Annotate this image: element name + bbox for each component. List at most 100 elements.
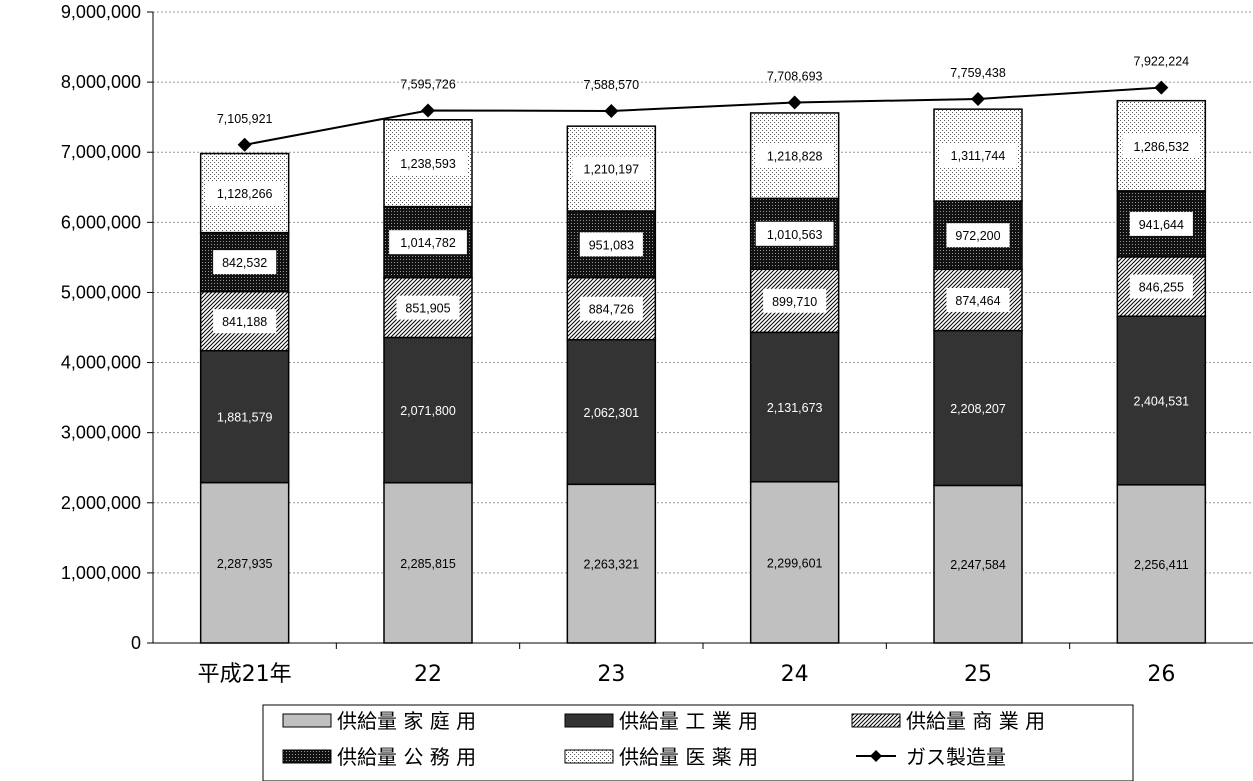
data-label: 2,285,815 xyxy=(400,557,456,571)
y-tick-label: 9,000,000 xyxy=(61,2,141,22)
data-label-bg xyxy=(389,230,467,255)
data-label-bg xyxy=(1122,133,1201,158)
legend-label: 供給量 家 庭 用 xyxy=(337,709,476,733)
bar-segment xyxy=(1116,315,1207,486)
data-label-bg xyxy=(755,221,834,246)
bar-segment xyxy=(749,481,840,644)
data-label: 1,014,782 xyxy=(400,236,456,250)
data-label-bg xyxy=(946,287,1010,312)
y-tick-label: 3,000,000 xyxy=(61,423,141,443)
data-label: 2,287,935 xyxy=(217,557,273,571)
data-label: 2,299,601 xyxy=(767,556,823,570)
data-label: 1,218,828 xyxy=(767,150,823,164)
legend-swatch xyxy=(564,713,614,728)
bar-segment xyxy=(566,338,657,486)
data-label: 1,010,563 xyxy=(767,228,823,242)
data-label-bg xyxy=(763,288,827,313)
data-label-bg xyxy=(579,232,643,257)
bar-segment xyxy=(1116,484,1207,644)
data-label: 851,905 xyxy=(405,302,450,316)
legend-marker xyxy=(870,750,882,762)
y-tick-label: 2,000,000 xyxy=(61,493,141,513)
data-label: 1,210,197 xyxy=(584,163,640,177)
production-point xyxy=(604,103,619,118)
bar-segment xyxy=(383,336,473,484)
legend-label: 供給量 医 薬 用 xyxy=(619,745,758,769)
data-label: 899,710 xyxy=(772,295,817,309)
data-label-bg xyxy=(755,143,834,168)
production-label: 7,595,726 xyxy=(400,77,456,91)
bar-segment xyxy=(383,481,473,644)
data-label: 2,404,531 xyxy=(1134,395,1190,409)
legend-label: ガス製造量 xyxy=(906,745,1006,769)
data-label-bg xyxy=(1129,274,1193,299)
data-label-bg xyxy=(389,151,467,176)
bar-segment xyxy=(749,331,840,483)
data-label: 884,726 xyxy=(589,303,634,317)
legend-label: 供給量 公 務 用 xyxy=(337,745,476,769)
production-point xyxy=(237,137,252,152)
data-label: 2,062,301 xyxy=(584,406,640,420)
data-label-bg xyxy=(946,223,1010,248)
data-label-bg xyxy=(1129,211,1193,236)
y-tick-label: 5,000,000 xyxy=(61,282,141,302)
x-category-label: 22 xyxy=(414,662,442,687)
legend-box xyxy=(262,704,1134,781)
data-label-bg xyxy=(939,143,1017,168)
data-label: 1,286,532 xyxy=(1134,140,1190,154)
data-label-bg xyxy=(572,156,651,181)
production-label: 7,922,224 xyxy=(1134,55,1190,69)
y-tick-label: 0 xyxy=(131,633,141,653)
bar-segment xyxy=(933,484,1023,644)
data-label: 2,263,321 xyxy=(584,558,640,572)
data-label: 846,255 xyxy=(1139,281,1184,295)
production-point xyxy=(971,91,985,106)
production-point xyxy=(1154,80,1169,95)
y-tick-label: 1,000,000 xyxy=(61,563,141,583)
y-tick-label: 8,000,000 xyxy=(61,72,141,92)
production-label: 7,105,921 xyxy=(217,112,273,126)
data-label: 2,208,207 xyxy=(950,402,1006,416)
x-category-label: 23 xyxy=(597,662,625,687)
y-tick-label: 6,000,000 xyxy=(61,212,141,232)
production-label: 7,588,570 xyxy=(584,78,640,92)
bar-segment xyxy=(199,349,290,484)
production-label: 7,759,438 xyxy=(950,66,1006,80)
legend-label: 供給量 商 業 用 xyxy=(906,709,1045,733)
legend-swatch xyxy=(851,713,901,728)
data-label-bg xyxy=(579,296,643,321)
data-label-bg xyxy=(396,295,460,320)
production-point xyxy=(421,103,435,118)
y-tick-label: 7,000,000 xyxy=(61,142,141,162)
axes: 0 1,000,000 2,000,000 3,000,000 4,000,000 5,0… xyxy=(61,2,1253,687)
data-label: 841,188 xyxy=(222,315,267,329)
production-line-path xyxy=(244,86,1162,146)
x-category-label: 24 xyxy=(781,662,809,687)
production-line: 7,105,921 7,595,726 7,588,570 7,708,693 7,75… xyxy=(217,55,1189,152)
legend-label: 供給量 工 業 用 xyxy=(619,709,758,733)
data-label-bg xyxy=(213,250,277,275)
data-label: 842,532 xyxy=(222,256,267,270)
y-tick-label: 4,000,000 xyxy=(61,353,141,373)
data-label: 1,881,579 xyxy=(217,411,273,425)
legend-swatch xyxy=(282,713,332,728)
gridlines xyxy=(153,11,1253,574)
production-label: 7,708,693 xyxy=(767,70,823,84)
data-label: 1,128,266 xyxy=(217,187,273,201)
data-label: 2,071,800 xyxy=(400,404,456,418)
data-label: 874,464 xyxy=(955,294,1000,308)
x-category-label: 25 xyxy=(964,662,992,687)
production-point xyxy=(787,95,802,110)
legend-swatch xyxy=(282,749,332,764)
data-label: 2,247,584 xyxy=(950,558,1006,572)
data-label: 2,131,673 xyxy=(767,401,823,415)
data-label: 941,644 xyxy=(1139,218,1184,232)
x-category-label: 平成21年 xyxy=(198,662,292,687)
data-label-bg xyxy=(205,181,284,206)
data-label: 951,083 xyxy=(589,238,634,252)
stacked-bars: 2,287,935 1,881,579 841,188 842,532 1,128,26… xyxy=(199,99,1207,644)
x-category-label: 26 xyxy=(1147,662,1175,687)
data-label: 2,256,411 xyxy=(1134,558,1189,572)
